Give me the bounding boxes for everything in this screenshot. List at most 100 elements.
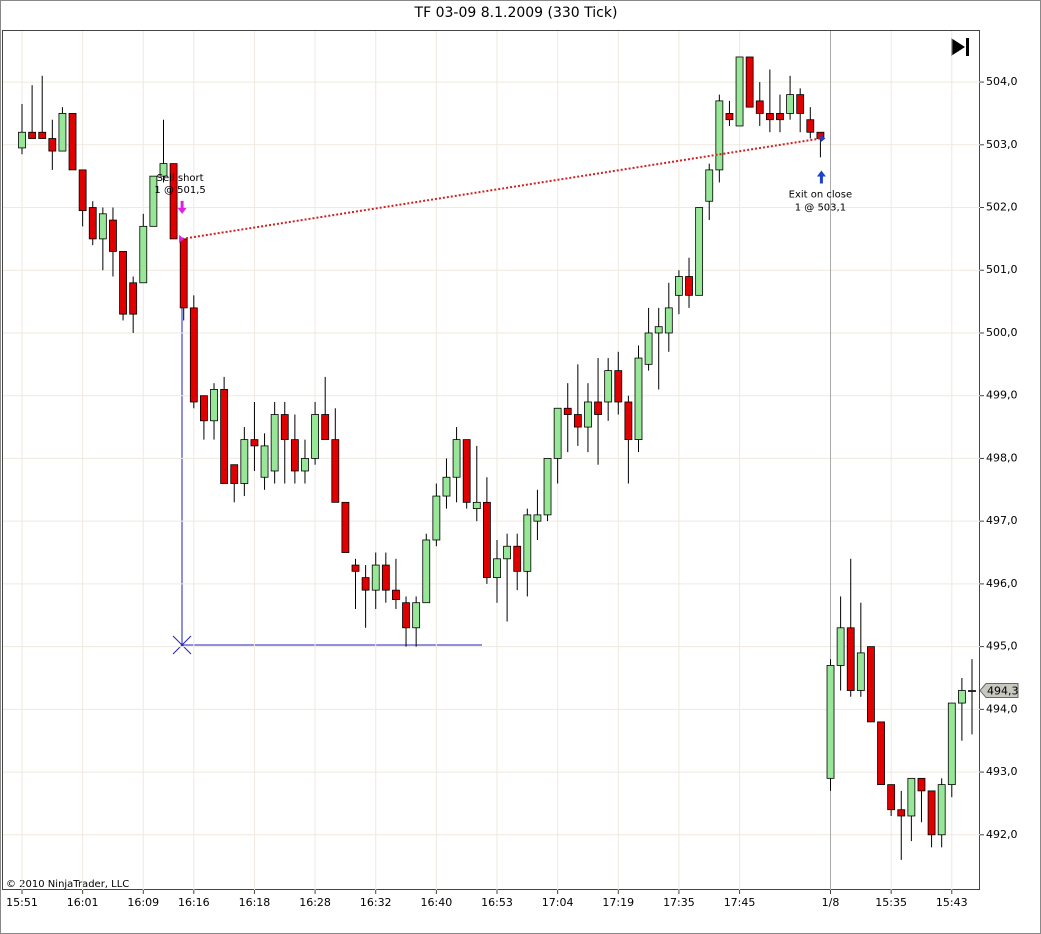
x-tick-label: 16:09 (127, 896, 159, 909)
candle-body (927, 790, 936, 836)
candle-body (796, 94, 805, 114)
candle-body (856, 652, 865, 691)
x-tick-label: 16:53 (481, 896, 513, 909)
candle-body (381, 564, 390, 591)
candle-body (109, 219, 117, 252)
candle-body (937, 784, 946, 836)
candle-body (432, 495, 441, 541)
trade-label: Exit on close (789, 190, 853, 201)
candle-body (78, 169, 87, 212)
last-price-tag (979, 683, 1019, 699)
y-tick-label: 502,0 (986, 201, 1018, 214)
candle-body (624, 401, 633, 441)
candle-body (563, 407, 572, 415)
x-tick-label: 15:51 (6, 896, 38, 909)
candle-body (58, 113, 67, 152)
y-tick-label: 503,0 (986, 138, 1018, 151)
candle-body (614, 370, 623, 403)
candle-body (452, 439, 461, 478)
trade-label: Sell short (157, 173, 204, 184)
candle-body (685, 276, 693, 296)
candle-body (776, 113, 784, 121)
candle-body (179, 238, 188, 309)
entry-marker (179, 234, 185, 243)
candle-body (422, 539, 431, 604)
candle-body (513, 545, 522, 572)
candle-body (482, 501, 491, 579)
candle-body (877, 721, 885, 786)
y-tick-label: 498,0 (986, 451, 1018, 464)
candle-body (129, 282, 138, 315)
x-tick-label: 17:35 (663, 896, 695, 909)
candle-body (867, 646, 875, 723)
x-tick-label: 17:45 (724, 896, 756, 909)
trade-label: 1 @ 501,5 (154, 185, 205, 196)
candle-body (38, 131, 47, 139)
x-tick-label: 16:32 (360, 896, 392, 909)
candle-body (715, 100, 724, 171)
candle-body (149, 175, 158, 227)
candle-body (371, 564, 380, 591)
candle-body (887, 784, 896, 811)
candle-body (735, 56, 744, 127)
entry-arrow (177, 200, 187, 214)
candle-body (18, 131, 26, 149)
candle-body (947, 702, 956, 786)
candle-body (634, 357, 643, 441)
candle-body (270, 414, 279, 472)
candle-body (88, 207, 97, 240)
candle-body (230, 464, 239, 484)
candle-body (159, 163, 168, 177)
candle-body (806, 119, 815, 133)
candle-body (907, 777, 916, 817)
candle-body (533, 514, 542, 522)
candle-body (493, 558, 501, 579)
candle-body (139, 225, 148, 284)
candle-body (675, 276, 683, 296)
candle-body (250, 439, 259, 447)
exit-arrow (816, 170, 826, 184)
candle-body (220, 389, 229, 484)
candle-body (98, 213, 107, 240)
y-tick-label: 496,0 (986, 577, 1018, 590)
plot-area (2, 30, 980, 890)
candle-body (280, 414, 289, 441)
candle-body (361, 577, 370, 591)
candle-body (260, 445, 269, 478)
candle-body (705, 169, 714, 202)
candle-body (119, 251, 127, 315)
candle-body (846, 627, 855, 691)
candle-body (331, 439, 340, 503)
y-tick-label: 492,0 (986, 828, 1018, 841)
x-tick-label: 1/8 (822, 896, 840, 909)
candle-body (462, 439, 471, 503)
candle-body (200, 395, 208, 422)
candle-body (169, 163, 178, 240)
candle-body (301, 458, 309, 472)
candle-body (351, 564, 360, 572)
last-price-label: 494,3 (987, 685, 1019, 698)
y-tick-label: 494,0 (986, 702, 1018, 715)
candle-body (897, 809, 906, 817)
candle-body (654, 326, 663, 334)
candle-body (644, 332, 653, 365)
candle-body (725, 113, 734, 121)
candle-body (826, 665, 835, 779)
candle-body (523, 514, 532, 572)
candle-body (210, 389, 218, 422)
candle-body (573, 414, 582, 428)
candle-body (290, 439, 299, 472)
candle-body (664, 307, 673, 334)
candle-body (392, 589, 400, 600)
copyright: © 2010 NinjaTrader, LLC (6, 879, 129, 890)
candle-body (695, 207, 704, 296)
x-tick-label: 16:01 (67, 896, 99, 909)
candle-body (311, 414, 319, 459)
candle-body (594, 401, 602, 415)
trade-label: 1 @ 503,1 (795, 203, 846, 214)
play-icon (951, 38, 969, 56)
y-tick-label: 497,0 (986, 514, 1018, 527)
candle-body (341, 501, 350, 553)
